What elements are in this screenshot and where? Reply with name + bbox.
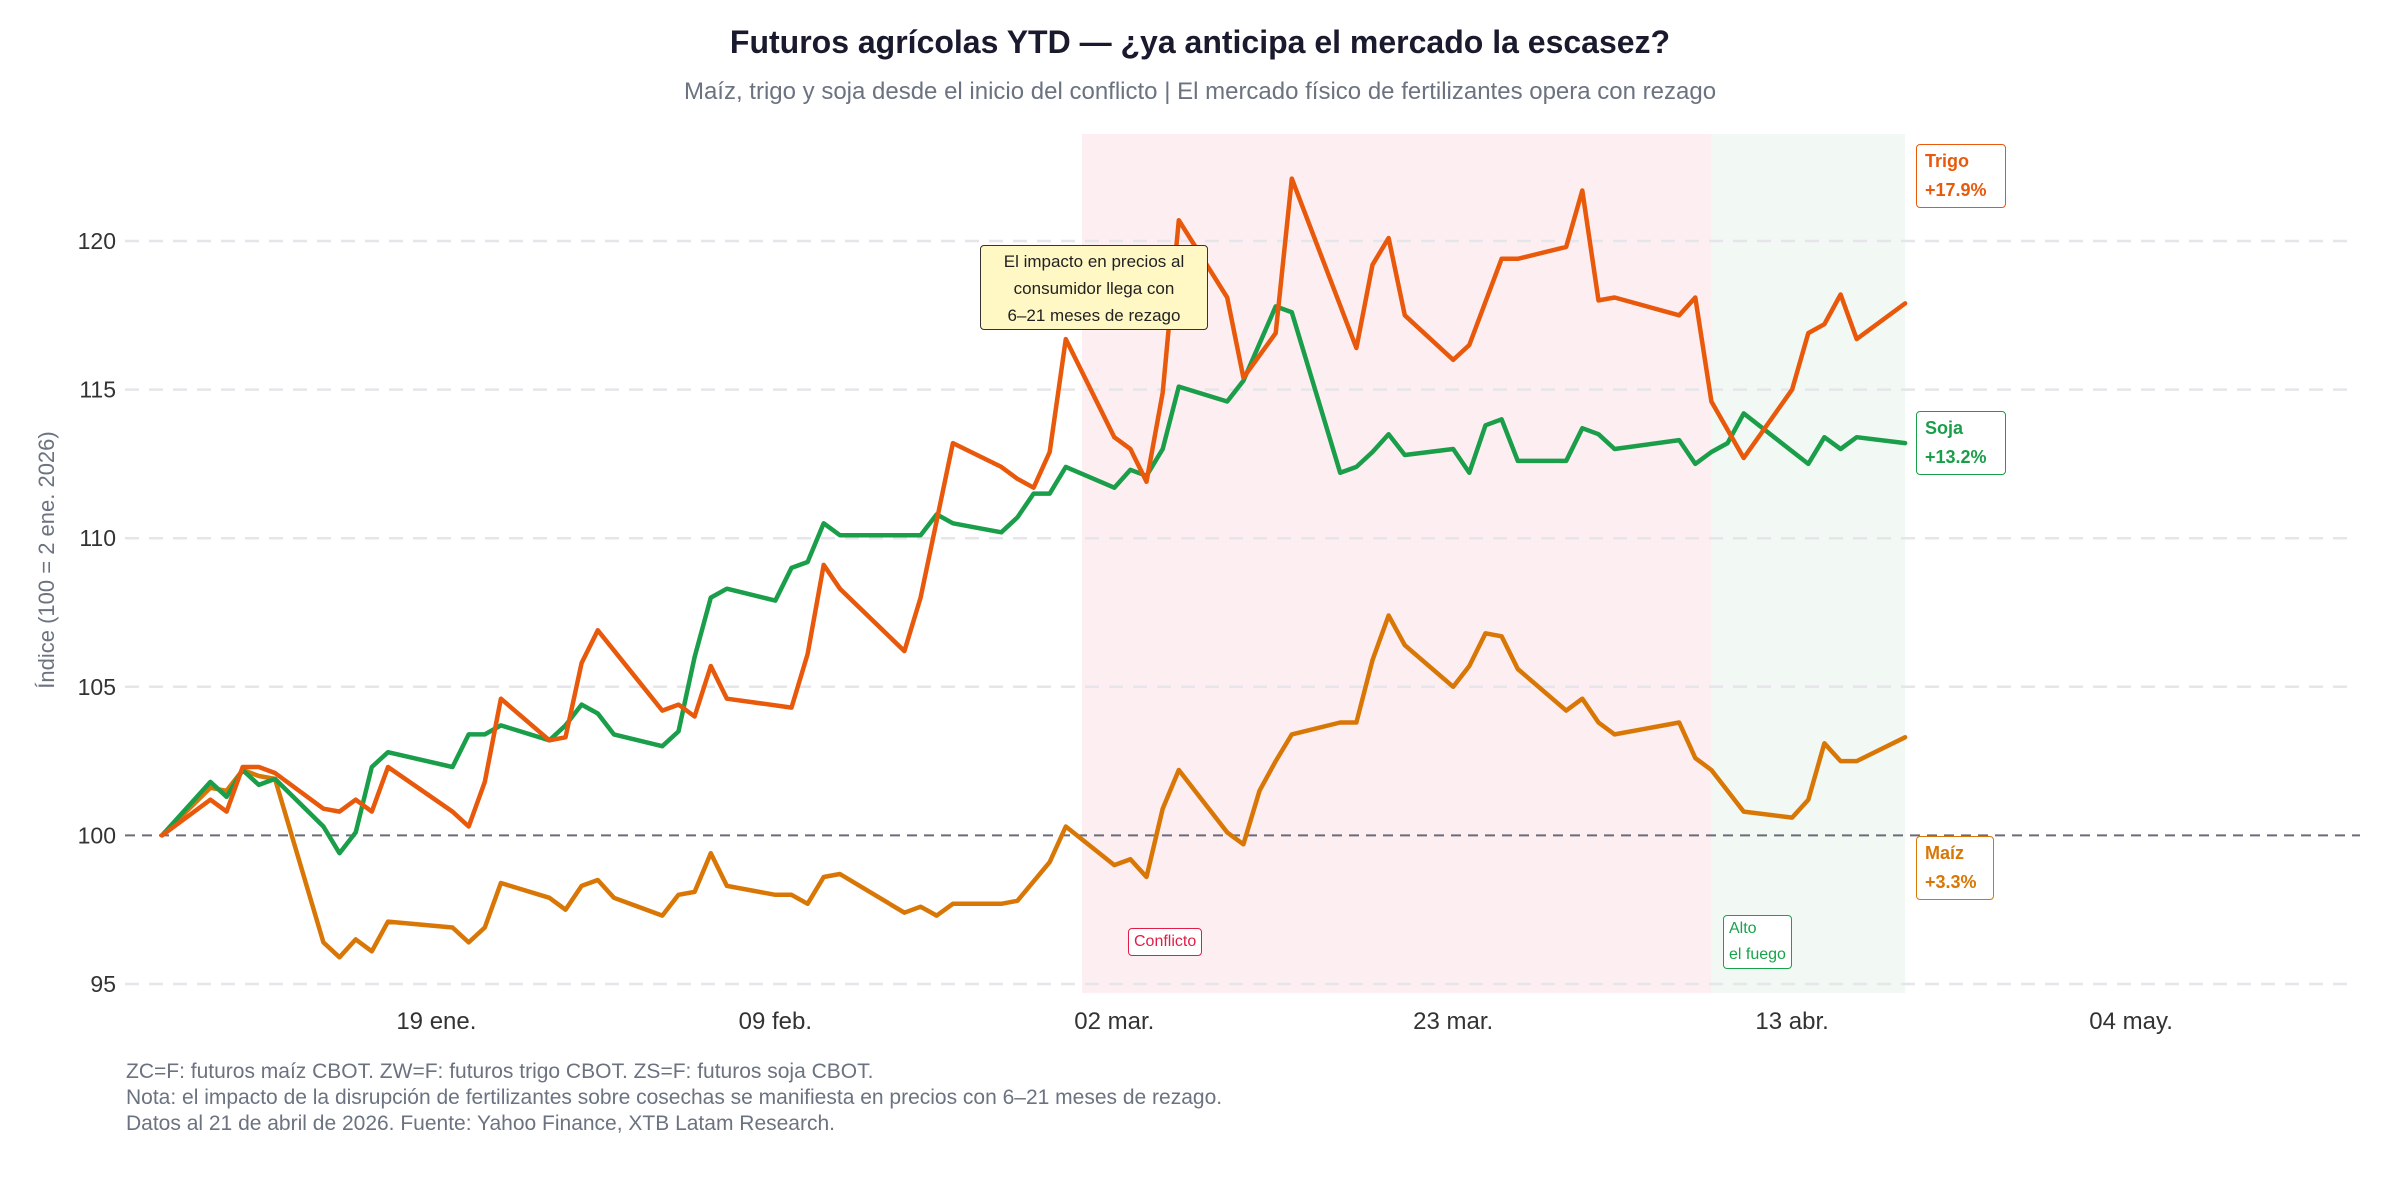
footnote-tickers: ZC=F: futuros maíz CBOT. ZW=F: futuros t… xyxy=(126,1060,874,1083)
x-tick-label: 19 ene. xyxy=(396,1008,476,1035)
chart-subtitle: Maíz, trigo y soja desde el inicio del c… xyxy=(683,78,1717,105)
chart-title: Futuros agrícolas YTD — ¿ya anticipa el … xyxy=(729,24,1671,60)
x-tick-label: 02 mar. xyxy=(1074,1008,1154,1035)
end-label-name: Maíz xyxy=(1925,843,1965,863)
y-tick-label: 110 xyxy=(79,525,116,551)
end-label-soja: Soja +13.2% xyxy=(1916,411,2006,475)
y-axis-label: Índice (100 = 2 ene. 2026) xyxy=(34,431,59,688)
conflict-label: Conflicto xyxy=(1128,928,1203,956)
footnote-note: Nota: el impacto de la disrupción de fer… xyxy=(126,1086,1223,1109)
y-tick-label: 105 xyxy=(78,674,116,700)
annotation-line: consumidor llega con xyxy=(1013,279,1175,298)
series-line-trigo xyxy=(159,176,1908,838)
end-label-name: Soja xyxy=(1925,418,1964,438)
end-label-change: +13.2% xyxy=(1925,447,1987,467)
annotation-line: 6–21 meses de rezago xyxy=(1007,306,1181,325)
end-label-trigo: Trigo +17.9% xyxy=(1916,144,2006,208)
lag-annotation: El impacto en precios al consumidor lleg… xyxy=(980,245,1208,330)
end-label-change: +3.3% xyxy=(1925,872,1977,892)
y-tick-label: 100 xyxy=(78,822,116,848)
series-line-soja xyxy=(159,304,1908,856)
series-line-maiz xyxy=(159,613,1908,960)
x-tick-label: 09 feb. xyxy=(739,1008,812,1035)
ceasefire-label: Alto el fuego xyxy=(1723,915,1792,969)
x-tick-label: 23 mar. xyxy=(1413,1008,1493,1035)
ceasefire-label-line: el fuego xyxy=(1729,946,1786,963)
y-tick-label: 95 xyxy=(90,971,116,997)
y-tick-label: 115 xyxy=(79,377,116,403)
end-label-name: Trigo xyxy=(1925,151,1969,171)
end-label-change: +17.9% xyxy=(1925,180,1987,200)
end-label-maiz: Maíz +3.3% xyxy=(1916,836,1994,900)
ceasefire-label-line: Alto xyxy=(1729,920,1757,937)
x-tick-label: 04 may. xyxy=(2089,1008,2173,1035)
footnote-source: Datos al 21 de abril de 2026. Fuente: Ya… xyxy=(126,1112,835,1135)
x-tick-label: 13 abr. xyxy=(1755,1008,1828,1035)
y-tick-label: 120 xyxy=(78,228,116,254)
annotation-line: El impacto en precios al xyxy=(1003,252,1185,271)
ceasefire-band xyxy=(1711,134,1906,993)
